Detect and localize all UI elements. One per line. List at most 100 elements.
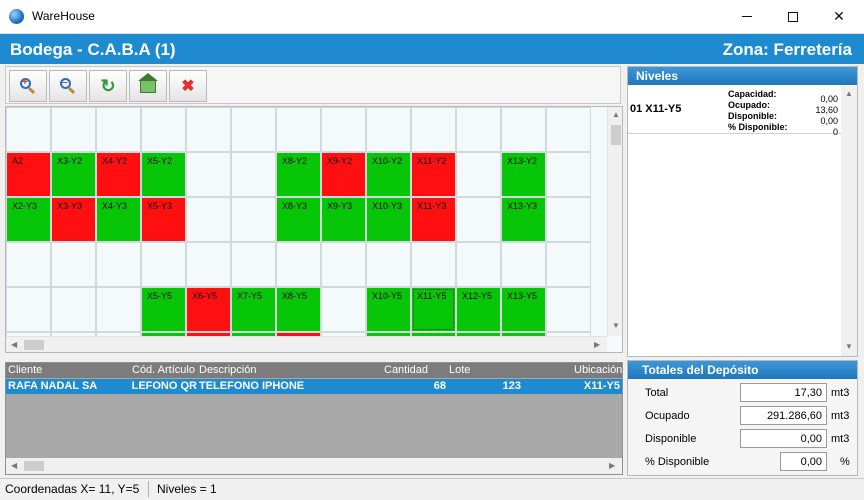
zoom-in-button[interactable]: + xyxy=(9,70,47,102)
list-scroll-thumb[interactable] xyxy=(24,461,44,471)
grid-cell-x11-y3[interactable]: X11-Y3 xyxy=(411,197,456,242)
grid-cell-empty[interactable] xyxy=(546,332,591,336)
grid-cell-empty[interactable] xyxy=(231,107,276,152)
grid-cell-empty[interactable] xyxy=(231,197,276,242)
niveles-scrollbar[interactable]: ▲ ▼ xyxy=(841,86,857,356)
grid-cell-empty[interactable] xyxy=(501,332,546,336)
grid-cell-empty[interactable] xyxy=(231,242,276,287)
grid-cell-empty[interactable] xyxy=(276,242,321,287)
grid-horizontal-scrollbar[interactable]: ◀ ▶ xyxy=(6,336,607,352)
grid-cell-empty[interactable] xyxy=(456,197,501,242)
grid-cell-empty[interactable] xyxy=(276,332,321,336)
grid-cell-x3-y2[interactable]: X3-Y2 xyxy=(51,152,96,197)
grid-cell-empty[interactable] xyxy=(411,107,456,152)
maximize-button[interactable] xyxy=(770,0,816,33)
grid-cell-empty[interactable] xyxy=(366,332,411,336)
scroll-down-icon[interactable]: ▼ xyxy=(612,321,620,330)
grid-cell-empty[interactable] xyxy=(456,107,501,152)
grid-cell-empty[interactable] xyxy=(456,242,501,287)
grid-cell-x12-y5[interactable]: X12-Y5 xyxy=(456,287,501,332)
grid-cell-x8-y5[interactable]: X8-Y5 xyxy=(276,287,321,332)
grid-cell-empty[interactable] xyxy=(411,242,456,287)
list-scroll-right-icon[interactable]: ▶ xyxy=(609,461,616,470)
grid-cell-x3-y3[interactable]: X3-Y3 xyxy=(51,197,96,242)
grid-cell-x13-y5[interactable]: X13-Y5 xyxy=(501,287,546,332)
scroll-up-icon[interactable]: ▲ xyxy=(612,110,620,119)
grid-cell-x11-y2[interactable]: X11-Y2 xyxy=(411,152,456,197)
scroll-right-icon[interactable]: ▶ xyxy=(594,340,601,349)
total-field[interactable]: 17,30 xyxy=(740,383,827,402)
grid-cell-x13-y3[interactable]: X13-Y3 xyxy=(501,197,546,242)
grid-cell-empty[interactable] xyxy=(321,242,366,287)
zoom-out-button[interactable]: – xyxy=(49,70,87,102)
grid-cell-empty[interactable] xyxy=(141,332,186,336)
grid-cell-x7-y5[interactable]: X7-Y5 xyxy=(231,287,276,332)
grid-cell-empty[interactable] xyxy=(231,152,276,197)
grid-cell-x5-y3[interactable]: X5-Y3 xyxy=(141,197,186,242)
ocupado-field[interactable]: 291.286,60 xyxy=(740,406,827,425)
grid-cell-empty[interactable] xyxy=(366,242,411,287)
col-cantidad[interactable]: Cantidad xyxy=(384,364,429,376)
grid-cell-empty[interactable] xyxy=(546,242,591,287)
grid-cell-empty[interactable] xyxy=(186,197,231,242)
grid-cell-x13-y2[interactable]: X13-Y2 xyxy=(501,152,546,197)
grid-cell-empty[interactable] xyxy=(51,107,96,152)
grid-cell-empty[interactable] xyxy=(456,332,501,336)
grid-cell-x11-y5[interactable]: X11-Y5 xyxy=(411,287,456,332)
grid-cell-empty[interactable] xyxy=(501,107,546,152)
col-lote[interactable]: Lote xyxy=(449,364,471,376)
grid-cell-empty[interactable] xyxy=(6,287,51,332)
grid-cell-x8-y2[interactable]: X8-Y2 xyxy=(276,152,321,197)
grid-cell-empty[interactable] xyxy=(186,152,231,197)
delete-button[interactable]: ✖ xyxy=(169,70,207,102)
close-button[interactable]: ✕ xyxy=(816,0,862,33)
grid-cell-empty[interactable] xyxy=(321,332,366,336)
grid-cell-empty[interactable] xyxy=(141,107,186,152)
pct-disponible-field[interactable]: 0,00 xyxy=(780,452,827,471)
grid-cell-empty[interactable] xyxy=(6,242,51,287)
grid-cell-x10-y3[interactable]: X10-Y3 xyxy=(366,197,411,242)
grid-cell-a2[interactable]: A2 xyxy=(6,152,51,197)
disponible-field[interactable]: 0,00 xyxy=(740,429,827,448)
grid-cell-empty[interactable] xyxy=(96,332,141,336)
grid-cell-empty[interactable] xyxy=(186,332,231,336)
grid-cell-x10-y2[interactable]: X10-Y2 xyxy=(366,152,411,197)
grid-cell-empty[interactable] xyxy=(96,287,141,332)
grid-cell-empty[interactable] xyxy=(51,242,96,287)
list-horizontal-scrollbar[interactable]: ◀ ▶ xyxy=(6,458,622,474)
grid-cell-empty[interactable] xyxy=(546,107,591,152)
niveles-scroll-down-icon[interactable]: ▼ xyxy=(845,342,853,351)
scroll-left-icon[interactable]: ◀ xyxy=(11,340,18,349)
grid-cell-empty[interactable] xyxy=(321,107,366,152)
grid-vertical-scrollbar[interactable]: ▲ ▼ xyxy=(607,107,622,336)
grid-cell-empty[interactable] xyxy=(456,152,501,197)
col-cod-articulo[interactable]: Cód. Artículo xyxy=(132,364,195,376)
grid-cell-empty[interactable] xyxy=(141,242,186,287)
grid-cell-x6-y5[interactable]: X6-Y5 xyxy=(186,287,231,332)
grid-cell-empty[interactable] xyxy=(546,197,591,242)
grid-cell-x8-y3[interactable]: X8-Y3 xyxy=(276,197,321,242)
col-cliente[interactable]: Cliente xyxy=(8,364,43,376)
grid-cell-empty[interactable] xyxy=(6,332,51,336)
nivel-row[interactable]: 01 X11-Y5 Capacidad: Ocupado: Disponible… xyxy=(628,86,842,137)
grid-horizontal-scroll-thumb[interactable] xyxy=(24,340,44,350)
grid-cell-empty[interactable] xyxy=(51,332,96,336)
col-descripcion[interactable]: Descripción xyxy=(199,364,257,376)
minimize-button[interactable] xyxy=(724,0,770,33)
grid-cell-x4-y2[interactable]: X4-Y2 xyxy=(96,152,141,197)
grid-cell-empty[interactable] xyxy=(366,107,411,152)
grid-cell-empty[interactable] xyxy=(96,242,141,287)
home-button[interactable] xyxy=(129,70,167,102)
grid-cell-x9-y3[interactable]: X9-Y3 xyxy=(321,197,366,242)
grid-cell-empty[interactable] xyxy=(231,332,276,336)
col-ubicacion[interactable]: Ubicación xyxy=(574,364,622,376)
grid-cell-x9-y2[interactable]: X9-Y2 xyxy=(321,152,366,197)
grid-cell-empty[interactable] xyxy=(6,107,51,152)
grid-cell-empty[interactable] xyxy=(501,242,546,287)
grid-cell-empty[interactable] xyxy=(546,152,591,197)
grid-cell-empty[interactable] xyxy=(546,287,591,332)
grid-cell-x5-y2[interactable]: X5-Y2 xyxy=(141,152,186,197)
grid-cell-empty[interactable] xyxy=(321,287,366,332)
grid-cell-x4-y3[interactable]: X4-Y3 xyxy=(96,197,141,242)
grid-cell-empty[interactable] xyxy=(411,332,456,336)
